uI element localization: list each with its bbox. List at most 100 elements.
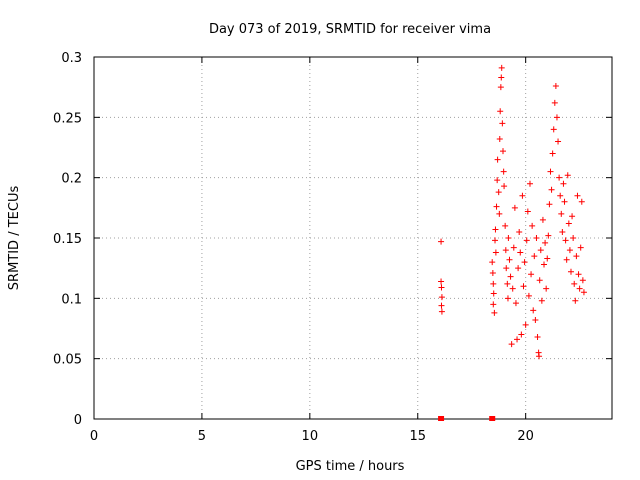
data-point [496,210,503,217]
data-point [570,235,577,241]
grid [94,57,612,419]
data-point [438,238,445,245]
y-tick-label: 0.3 [61,51,82,66]
y-tick-label: 0.05 [53,353,82,368]
x-tick-label: 15 [409,429,426,444]
data-point [514,336,521,343]
data-point [502,222,509,229]
data-point [541,261,548,268]
data-point [536,353,543,360]
data-point [522,321,529,328]
data-point [539,216,546,223]
data-point [507,273,514,280]
data-point [575,271,582,278]
data-point [492,226,499,233]
data-point [562,237,569,244]
zero-data-point [489,416,496,421]
data-point [509,285,516,292]
data-point [529,222,536,229]
data-point [550,126,557,133]
data-point [510,244,517,251]
data-point [549,150,556,157]
data-point [580,289,587,296]
data-point [569,213,576,220]
data-point [502,247,509,254]
data-point [498,64,505,71]
data-point [498,74,505,81]
data-point [556,174,563,181]
data-point [504,280,511,287]
x-tick-label: 0 [90,429,98,444]
data-point [552,82,559,89]
data-point [438,308,445,315]
y-tick-label: 0.1 [61,292,82,307]
data-point [579,277,586,284]
x-tick-label: 10 [302,429,319,444]
data-point [577,244,584,251]
data-point [528,271,535,278]
zero-data-point [438,416,445,421]
data-point [512,300,519,307]
data-point [523,237,530,244]
data-point [511,204,518,211]
y-tick-label: 0.15 [53,232,82,247]
data-point [574,192,581,199]
data-point [532,317,539,324]
data-point [506,256,513,263]
data-point [542,239,549,246]
data-point [571,280,578,287]
data-point [500,148,507,155]
data-point [536,277,543,284]
x-axis-label: GPS time / hours [296,459,405,474]
data-point [491,309,498,316]
data-point [438,302,445,309]
y-axis-label: SRMTID / TECUs [7,186,22,291]
data-point [438,284,445,291]
chart-title: Day 073 of 2019, SRMTID for receiver vim… [209,22,491,37]
data-point [557,192,564,199]
data-point [494,156,501,163]
data-point [515,265,522,272]
data-point [500,168,507,175]
data-point [555,138,562,145]
data-point [501,183,508,190]
data-point [495,189,502,196]
data-point [438,294,445,301]
data-point [521,259,528,266]
data-point [567,268,574,275]
data-point [520,283,527,290]
y-tick-labels: 0 0.05 0.1 0.15 0.2 0.25 0.3 [53,51,82,428]
data-point [534,333,541,340]
data-point [553,114,560,121]
data-point [546,201,553,208]
data-point [543,285,550,292]
data-point [503,265,510,272]
data-point [564,172,571,179]
data-point [516,228,523,235]
y-tick-label: 0 [74,413,82,428]
data-point [563,256,570,263]
data-point [525,292,532,299]
data-point [561,198,568,205]
data-marks [438,64,587,421]
data-point [519,192,526,199]
data-point [560,180,567,187]
data-point [576,285,583,292]
data-point [544,255,551,262]
data-point [558,210,565,217]
data-point [551,99,558,106]
data-point [524,208,531,215]
data-point [565,220,572,227]
data-point [537,247,544,254]
data-point [547,168,554,175]
data-point [505,235,512,241]
data-point [517,249,524,256]
data-point [526,180,533,187]
data-point [499,120,506,127]
data-point [578,198,585,205]
data-point [545,232,552,239]
data-point [497,84,504,91]
x-tick-label: 20 [517,429,534,444]
data-point [531,253,538,260]
data-point [497,108,504,115]
